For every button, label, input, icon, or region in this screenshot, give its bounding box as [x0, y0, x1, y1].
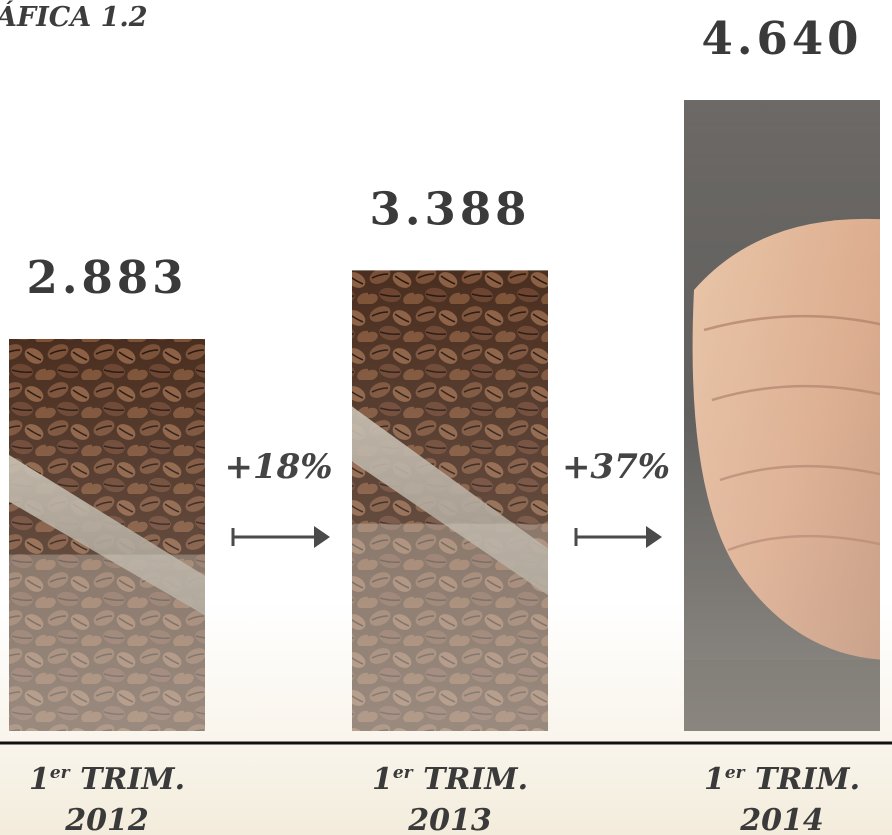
- value-label-1: 2.883: [27, 251, 188, 304]
- tick-ordinal-suffix: er: [393, 763, 414, 783]
- tick-ordinal: 1: [372, 762, 393, 797]
- tick-trim: TRIM.: [70, 762, 185, 797]
- bar-1: [9, 338, 205, 731]
- tick-label-2-line1: 1er TRIM.: [372, 762, 528, 797]
- growth-label-1: +18%: [224, 447, 332, 487]
- tick-ordinal-suffix: er: [725, 763, 746, 783]
- tick-trim: TRIM.: [413, 762, 528, 797]
- tick-label-3-line1: 1er TRIM.: [704, 762, 860, 797]
- bar-2: [352, 270, 548, 731]
- tick-trim: TRIM.: [745, 762, 860, 797]
- chart-title: ÁFICA 1.2: [0, 2, 148, 33]
- tick-ordinal: 1: [704, 762, 725, 797]
- tick-label-1-line1: 1er TRIM.: [29, 762, 185, 797]
- growth-arrow-1: [231, 526, 330, 548]
- growth-label-2: +37%: [562, 447, 670, 487]
- tick-label-3-year: 2014: [739, 803, 824, 835]
- tick-ordinal-suffix: er: [50, 763, 71, 783]
- tick-ordinal: 1: [29, 762, 50, 797]
- bar-3: [684, 100, 880, 731]
- value-label-2: 3.388: [370, 182, 531, 235]
- value-label-3: 4.640: [702, 12, 863, 65]
- tick-label-1-year: 2012: [64, 803, 149, 835]
- tick-label-2-year: 2013: [407, 803, 492, 835]
- growth-arrow-2: [574, 526, 662, 548]
